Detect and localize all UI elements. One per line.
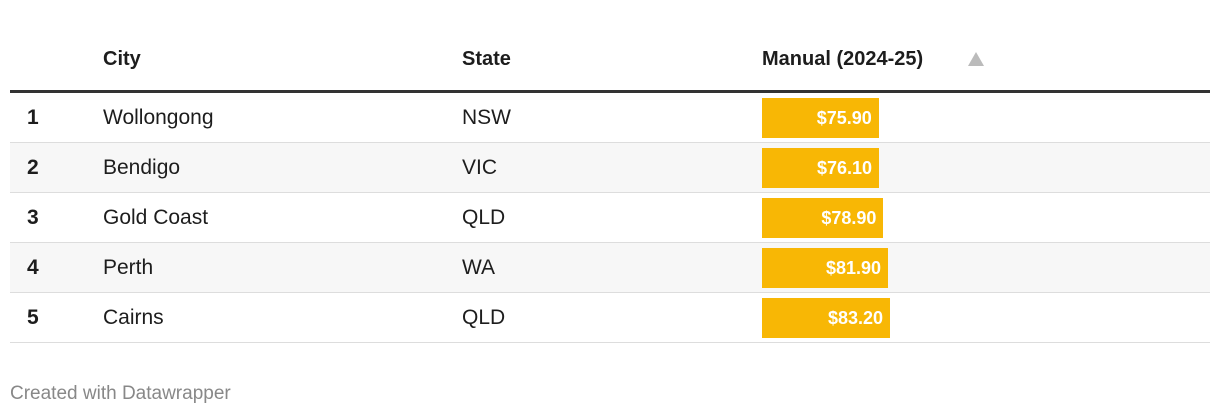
city: Perth [103,256,154,279]
bar [762,198,884,238]
row-background [10,243,1210,293]
city: Bendigo [103,156,181,179]
row-background [10,193,1210,243]
bar [762,298,890,338]
bar-label: $76.10 [817,158,873,178]
header-state[interactable]: State [462,48,511,70]
bar-label: $83.20 [827,308,883,328]
city: Gold Coast [103,206,209,229]
row-background [10,143,1210,193]
bar-label: $75.90 [816,108,872,128]
city: Wollongong [103,106,214,129]
bar-label: $81.90 [825,258,881,278]
row-background [10,93,1210,143]
rank: 3 [27,206,39,229]
footer: Created with Datawrapper [10,383,231,404]
sort-icon[interactable] [967,51,985,67]
rank: 2 [27,156,39,179]
state: WA [462,256,496,279]
rank: 1 [27,106,39,129]
rank: 4 [27,256,39,279]
city: Cairns [103,306,164,329]
bar-label: $78.90 [821,208,877,228]
state: QLD [462,306,506,329]
rank: 5 [27,306,39,329]
header-city[interactable]: City [103,48,141,70]
bar [762,98,879,138]
bar [762,148,880,188]
header-manual[interactable]: Manual (2024-25) [762,48,924,70]
header-rule [10,90,1210,93]
row-background [10,293,1210,343]
bar [762,248,888,288]
state: NSW [462,106,511,129]
state: VIC [462,156,498,179]
state: QLD [462,206,506,229]
